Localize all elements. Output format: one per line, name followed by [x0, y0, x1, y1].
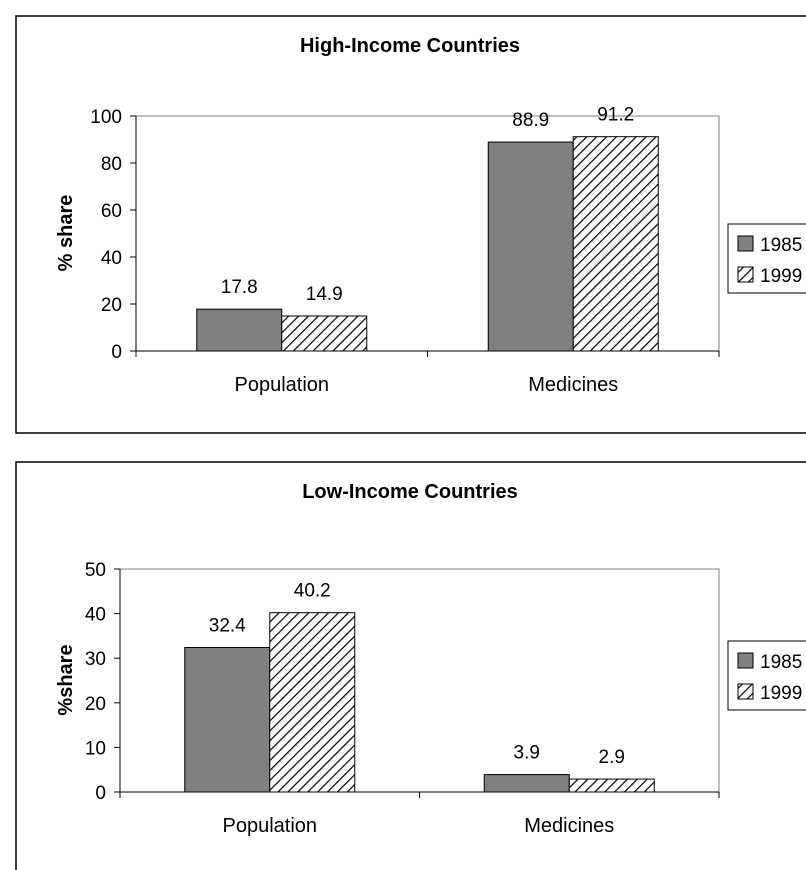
data-label: 14.9 — [306, 284, 343, 305]
bar-1985-population — [196, 308, 283, 352]
x-tick-label: Population — [222, 815, 317, 837]
y-tick-label: 50 — [85, 560, 106, 581]
bar-1985-medicines — [483, 774, 570, 793]
legend: 1985 1999 — [727, 223, 806, 294]
legend-swatch-1985 — [737, 652, 754, 669]
bars — [184, 612, 655, 793]
chart-low-income: Low-Income Countries %share 01020304050 … — [15, 461, 806, 870]
chart-title: Low-Income Countries — [302, 481, 518, 503]
data-label: 88.9 — [512, 110, 549, 131]
y-tick-label: 40 — [85, 605, 106, 626]
data-label: 17.8 — [221, 277, 258, 298]
chart-high-income: High-Income Countries % share 0 20 40 60 80 1… — [15, 15, 806, 434]
bar-1985-medicines — [487, 141, 574, 352]
chart-border — [15, 461, 806, 870]
y-tick-label: 0 — [95, 783, 106, 804]
data-label: 3.9 — [514, 743, 540, 764]
legend-label-1985: 1985 — [760, 235, 802, 256]
x-tick-label: Medicines — [528, 374, 618, 396]
x-tick-labels: Population Medicines — [234, 374, 618, 396]
y-tick-label: 10 — [85, 738, 106, 759]
chart-title: High-Income Countries — [300, 35, 520, 57]
bar-1999-population — [281, 315, 368, 352]
y-tick-label: 100 — [90, 107, 122, 128]
legend-label-1999: 1999 — [760, 266, 802, 287]
data-label: 91.2 — [597, 105, 634, 126]
x-tick-label: Medicines — [524, 815, 614, 837]
legend-swatch-1999 — [737, 683, 754, 700]
y-tick-label: 20 — [101, 295, 122, 316]
data-labels: 17.8 14.9 88.9 91.2 — [221, 105, 634, 305]
legend: 1985 1999 — [727, 640, 806, 711]
chart-border — [15, 15, 806, 434]
data-label: 40.2 — [294, 581, 331, 602]
legend-label-1999: 1999 — [760, 683, 802, 704]
bar-1999-population — [269, 612, 356, 793]
x-tick-label: Population — [234, 374, 329, 396]
y-tick-label: 20 — [85, 694, 106, 715]
y-tick-label: 80 — [101, 154, 122, 175]
data-labels: 32.4 40.2 3.9 2.9 — [209, 581, 625, 768]
data-label: 2.9 — [599, 747, 625, 768]
bar-1999-medicines — [568, 778, 655, 793]
y-axis-label: %share — [55, 644, 77, 715]
bar-1999-medicines — [572, 136, 659, 352]
y-tick-label: 30 — [85, 649, 106, 670]
y-tick-label: 0 — [111, 342, 122, 363]
legend-swatch-1985 — [737, 235, 754, 252]
y-axis-label: % share — [55, 195, 77, 272]
x-tick-labels: Population Medicines — [222, 815, 614, 837]
y-tick-label: 60 — [101, 201, 122, 222]
data-label: 32.4 — [209, 615, 246, 636]
y-tick-label: 40 — [101, 248, 122, 269]
bar-1985-population — [184, 646, 271, 793]
legend-swatch-1999 — [737, 266, 754, 283]
legend-label-1985: 1985 — [760, 652, 802, 673]
bars — [196, 136, 659, 352]
